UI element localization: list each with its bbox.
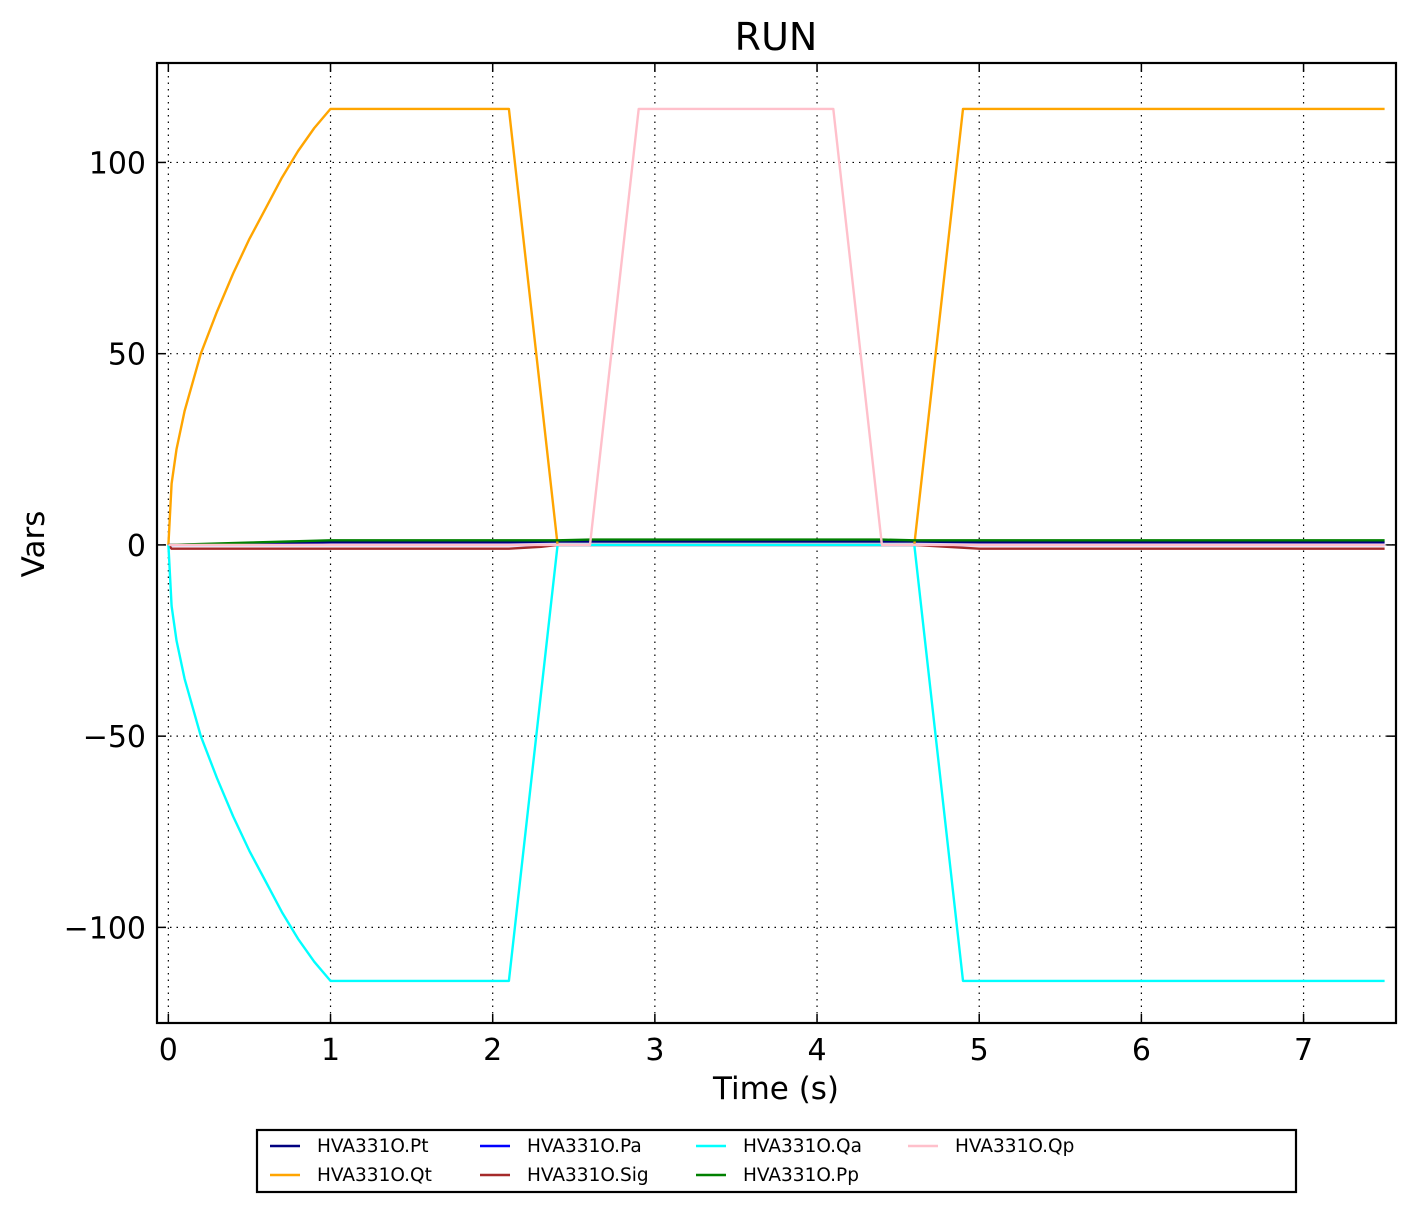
y-tick-label: 50 <box>108 338 146 373</box>
chart-title: RUN <box>735 15 818 59</box>
legend-label: HVA331O.Qa <box>743 1136 862 1157</box>
axes-frame <box>155 61 1398 1025</box>
legend-label: HVA331O.Pp <box>743 1165 859 1186</box>
y-axis-label: Vars <box>16 511 52 578</box>
tick-labels: 0 1 2 3 4 5 6 7 −100 −50 0 50 100 <box>64 146 1314 1068</box>
legend-label: HVA331O.Qt <box>317 1165 432 1186</box>
x-tick-label: 7 <box>1294 1033 1313 1068</box>
series-line-hva331o-qa <box>167 543 1385 983</box>
legend-box <box>255 1128 1298 1194</box>
legend-label: HVA331O.Pa <box>527 1136 642 1157</box>
y-tick-label: 0 <box>127 529 146 564</box>
x-tick-label: 1 <box>321 1033 340 1068</box>
legend: HVA331O.Pt HVA331O.Qt HVA331O.Pa HVA331O.Si… <box>255 1128 1298 1194</box>
y-tick-label: 100 <box>89 146 146 181</box>
x-tick-label: 0 <box>159 1033 178 1068</box>
series-lines <box>167 107 1385 983</box>
y-tick-label: −50 <box>83 720 146 755</box>
x-tick-label: 2 <box>483 1033 502 1068</box>
series-line-hva331o-pp <box>168 538 1385 547</box>
axes <box>155 61 1398 1025</box>
x-tick-label: 3 <box>645 1033 664 1068</box>
legend-label: HVA331O.Qp <box>955 1136 1074 1157</box>
x-tick-label: 5 <box>970 1033 989 1068</box>
legend-label: HVA331O.Sig <box>527 1165 649 1186</box>
x-axis-label: Time (s) <box>712 1071 839 1107</box>
x-tick-label: 4 <box>807 1033 826 1068</box>
x-tick-label: 6 <box>1132 1033 1151 1068</box>
legend-label: HVA331O.Pt <box>317 1136 428 1157</box>
series-line-hva331o-qp <box>168 107 1385 547</box>
y-tick-label: −100 <box>64 911 146 946</box>
